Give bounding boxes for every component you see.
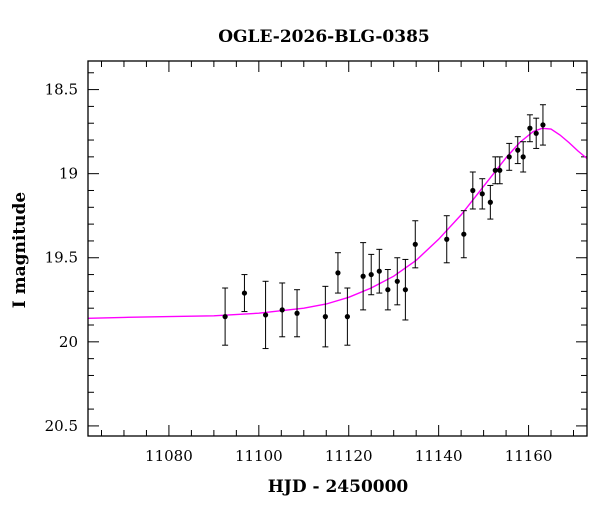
- point-marker: [222, 314, 228, 320]
- point-marker: [241, 290, 248, 296]
- axis-ticks: [88, 61, 587, 436]
- data-point: [394, 257, 401, 306]
- data-point: [241, 274, 248, 313]
- x-tick-label: 11120: [325, 447, 373, 465]
- data-point: [279, 282, 286, 338]
- data-point: [487, 184, 494, 220]
- point-marker: [497, 167, 503, 173]
- y-tick-label: 18.5: [45, 81, 78, 99]
- data-point: [412, 220, 419, 269]
- point-marker: [262, 312, 269, 318]
- tick-labels: 11080 11100 11120 11140 11160 18.5 19 19.5 20 20.…: [45, 81, 553, 465]
- point-marker: [506, 154, 512, 160]
- data-point: [520, 141, 527, 173]
- data-point: [514, 136, 521, 165]
- data-point: [222, 287, 229, 346]
- point-marker: [279, 307, 285, 313]
- point-marker: [360, 273, 366, 279]
- y-axis-label: I magnitude: [10, 192, 30, 309]
- data-point: [360, 242, 367, 311]
- point-marker: [444, 236, 450, 242]
- point-marker: [335, 270, 341, 276]
- y-tick-label: 20.5: [45, 417, 78, 435]
- x-axis-label: HJD - 2450000: [268, 477, 409, 497]
- point-marker: [402, 287, 408, 293]
- data-point: [479, 178, 486, 210]
- data-point: [506, 142, 513, 171]
- point-marker: [533, 130, 539, 136]
- data-point: [376, 248, 383, 294]
- point-marker: [515, 147, 521, 153]
- point-marker: [322, 314, 328, 320]
- data-point: [469, 171, 476, 210]
- data-point: [294, 289, 301, 338]
- point-marker: [461, 231, 467, 237]
- point-marker: [470, 187, 476, 194]
- data-point: [402, 258, 409, 321]
- y-tick-label: 20: [59, 333, 78, 351]
- data-point: [539, 104, 546, 146]
- model-curve: [87, 127, 588, 319]
- point-marker: [394, 278, 400, 284]
- data-point: [344, 287, 351, 346]
- data-point: [322, 285, 329, 348]
- point-marker: [412, 241, 418, 247]
- x-tick-label: 11080: [145, 447, 193, 465]
- data-points: [222, 104, 546, 350]
- point-marker: [376, 268, 382, 274]
- point-marker: [479, 191, 485, 197]
- point-marker: [294, 310, 300, 316]
- data-point: [262, 280, 269, 350]
- data-point: [526, 114, 533, 143]
- plot-frame: [87, 60, 588, 437]
- x-tick-label: 11160: [505, 447, 553, 465]
- x-tick-label: 11140: [415, 447, 463, 465]
- point-marker: [487, 199, 493, 205]
- point-marker: [527, 125, 533, 131]
- point-marker: [492, 167, 498, 173]
- point-marker: [368, 271, 374, 278]
- point-marker: [520, 154, 526, 160]
- data-point: [368, 253, 375, 296]
- x-tick-label: 11100: [235, 447, 283, 465]
- chart-title: OGLE-2026-BLG-0385: [218, 27, 430, 47]
- data-point: [496, 156, 503, 185]
- point-marker: [385, 287, 391, 293]
- y-tick-label: 19: [59, 165, 78, 183]
- data-point: [533, 117, 540, 149]
- data-point: [334, 252, 341, 294]
- data-point: [443, 215, 450, 264]
- data-point: [384, 269, 391, 311]
- point-marker: [344, 314, 350, 320]
- y-tick-label: 19.5: [45, 249, 78, 267]
- data-point: [460, 210, 467, 259]
- point-marker: [540, 122, 546, 128]
